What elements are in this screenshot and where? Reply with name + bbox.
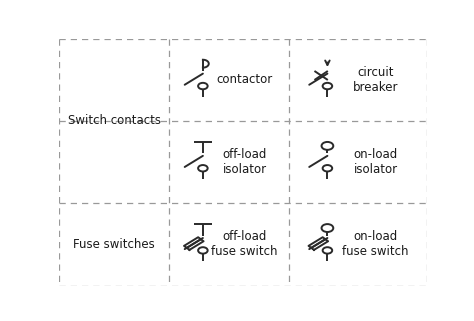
Text: on-load
fuse switch: on-load fuse switch xyxy=(342,230,409,258)
Text: off-load
fuse switch: off-load fuse switch xyxy=(211,230,278,258)
Text: circuit
breaker: circuit breaker xyxy=(353,66,398,94)
Text: Switch contacts: Switch contacts xyxy=(68,114,161,127)
Text: Fuse switches: Fuse switches xyxy=(73,238,155,251)
Text: off-load
isolator: off-load isolator xyxy=(222,148,267,176)
Text: contactor: contactor xyxy=(217,74,273,86)
Text: on-load
isolator: on-load isolator xyxy=(354,148,398,176)
